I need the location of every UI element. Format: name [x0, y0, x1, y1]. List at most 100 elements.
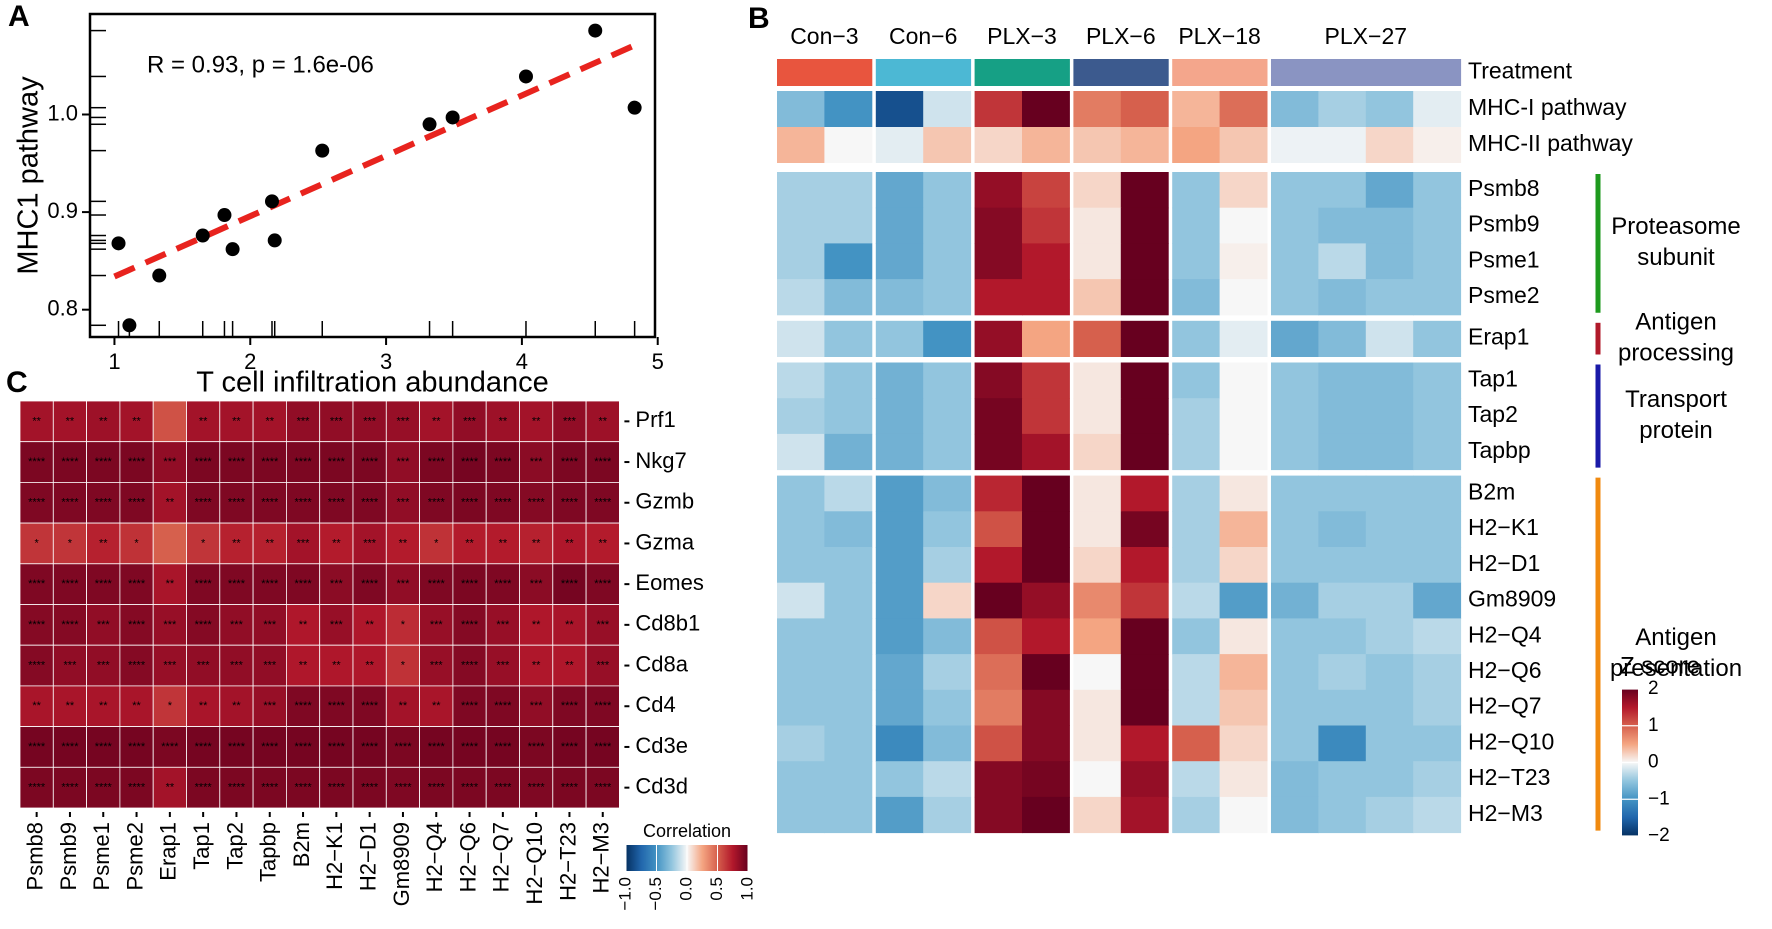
heatmap-cell — [352, 481, 387, 524]
significance-stars: ** — [432, 415, 441, 427]
heatmap-cell — [319, 441, 354, 483]
heatmap-cell — [1413, 398, 1462, 435]
heatmap-cell — [1219, 362, 1268, 399]
heatmap-cell — [1120, 433, 1169, 471]
heatmap-cell — [875, 547, 924, 584]
heatmap-cell — [219, 481, 254, 524]
heatmap-cell — [252, 766, 287, 809]
annotation-cell — [1022, 91, 1070, 127]
heatmap-cell — [1022, 618, 1070, 655]
heatmap-cell — [352, 726, 387, 768]
heatmap-cell — [1073, 279, 1122, 316]
significance-stars: **** — [461, 782, 479, 794]
heatmap-cell — [285, 441, 321, 483]
heatmap-cell — [875, 618, 924, 655]
significance-stars: *** — [163, 619, 177, 631]
significance-stars: **** — [28, 659, 46, 671]
heatmap-cell — [452, 441, 487, 483]
heatmap-cell — [1073, 433, 1122, 471]
row-label: Erap1 — [1468, 324, 1529, 350]
heatmap-cell — [1120, 172, 1169, 209]
heatmap-cell — [1271, 689, 1319, 726]
heatmap-cell — [1219, 582, 1268, 619]
heatmap-cell — [824, 475, 873, 512]
heatmap-cell — [923, 243, 972, 280]
heatmap-cell — [824, 654, 873, 691]
heatmap-cell — [1120, 320, 1169, 357]
annotation: R = 0.93, p = 1.6e-06 — [147, 51, 374, 78]
significance-stars: **** — [28, 497, 46, 509]
column-label: Tap1 — [189, 822, 214, 870]
significance-stars: *** — [263, 619, 277, 631]
heatmap-cell — [1413, 761, 1462, 798]
heatmap-cell — [1022, 279, 1070, 316]
y-tick-label: 0.9 — [47, 198, 78, 223]
heatmap-cell — [1271, 207, 1319, 244]
heatmap-cell — [352, 685, 387, 728]
heatmap-cell — [1219, 654, 1268, 691]
heatmap-cell — [19, 522, 54, 565]
heatmap-cell — [119, 522, 154, 565]
heatmap-cell — [1120, 761, 1169, 798]
heatmap-cell — [1120, 796, 1169, 834]
column-label: H2−Q10 — [522, 822, 547, 905]
heatmap-cell — [519, 481, 554, 524]
heatmap-cell — [1413, 172, 1462, 209]
heatmap-cell — [1413, 475, 1462, 512]
heatmap-cell — [152, 441, 187, 483]
significance-stars: **** — [128, 782, 146, 794]
treatment-cell — [1318, 59, 1367, 86]
annotation-cell — [1365, 91, 1414, 127]
heatmap-cell — [974, 725, 1023, 762]
heatmap-cell — [1172, 362, 1221, 399]
significance-stars: **** — [428, 456, 446, 468]
significance-stars: **** — [461, 700, 479, 712]
heatmap-cell — [219, 522, 254, 565]
annotation-cell — [923, 127, 972, 163]
heatmap-cell — [1365, 654, 1414, 691]
significance-stars: **** — [494, 782, 512, 794]
heatmap-cell — [319, 481, 354, 524]
heatmap-cell — [974, 618, 1023, 655]
heatmap-cell — [1413, 511, 1462, 548]
group-label: presentation — [1610, 655, 1742, 682]
heatmap-cell — [52, 441, 87, 483]
heatmap-cell — [923, 475, 972, 512]
significance-stars: ** — [598, 415, 607, 427]
heatmap-cell — [1318, 172, 1367, 209]
heatmap-cell — [1172, 725, 1221, 762]
colorbar-tick-label: 0.0 — [676, 877, 695, 901]
significance-stars: ** — [365, 659, 374, 671]
significance-stars: ** — [598, 537, 607, 549]
significance-stars: **** — [461, 497, 479, 509]
point — [225, 242, 240, 257]
significance-stars: **** — [561, 497, 579, 509]
heatmap-cell — [1318, 761, 1367, 798]
heatmap-cell — [1022, 398, 1070, 435]
significance-stars: *** — [163, 659, 177, 671]
heatmap-cell — [419, 766, 454, 809]
heatmap-cell — [1120, 362, 1169, 399]
heatmap-cell — [1022, 761, 1070, 798]
heatmap-cell — [1271, 475, 1319, 512]
heatmap-cell — [1413, 433, 1462, 471]
column-group-label: PLX−18 — [1178, 23, 1261, 49]
heatmap-cell — [777, 796, 825, 834]
heatmap-cell — [923, 433, 972, 471]
significance-stars: ** — [565, 659, 574, 671]
heatmap-cell — [974, 398, 1023, 435]
heatmap-cell — [1022, 172, 1070, 209]
row-label: H2−M3 — [1468, 800, 1543, 826]
significance-stars: ** — [399, 537, 408, 549]
heatmap-cell — [585, 604, 620, 646]
row-label: Tap2 — [1468, 401, 1518, 427]
heatmap-cell — [1172, 511, 1221, 548]
heatmap-cell — [824, 725, 873, 762]
heatmap-cell — [1172, 796, 1221, 834]
heatmap-cell — [923, 398, 972, 435]
heatmap-cell — [19, 563, 54, 605]
heatmap-cell — [152, 400, 187, 443]
significance-stars: ** — [265, 537, 274, 549]
heatmap-cell — [923, 618, 972, 655]
heatmap-cell — [777, 761, 825, 798]
